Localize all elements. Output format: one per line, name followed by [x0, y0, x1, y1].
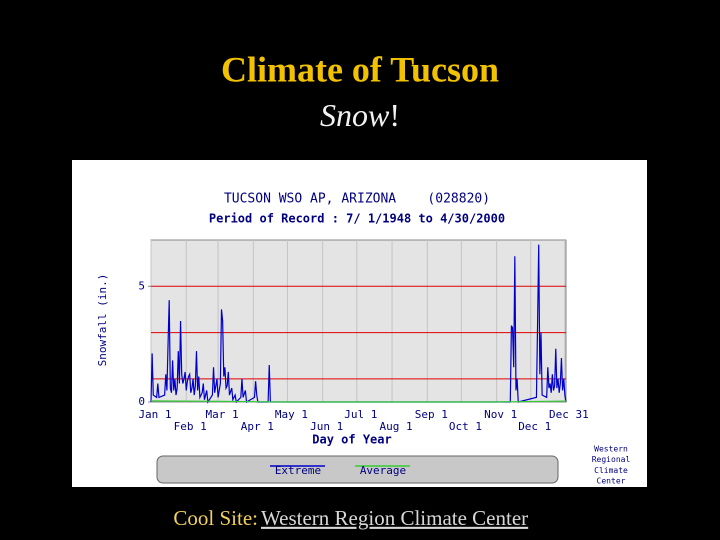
legend-label: Extreme [275, 464, 321, 477]
subtitle-rest: ! [389, 97, 400, 133]
x-tick-label: Oct 1 [449, 420, 482, 433]
y-axis-label: Snowfall (in.) [96, 274, 109, 367]
slide-subtitle: Snow! [320, 97, 400, 133]
x-tick-label: May 1 [275, 408, 308, 421]
chart-title: TUCSON WSO AP, ARIZONA (028820) [224, 192, 490, 207]
chart-subtitle: Period of Record : 7/ 1/1948 to 4/30/200… [209, 212, 505, 226]
credit-text: Western [594, 445, 628, 454]
footer-label: Cool Site: [173, 506, 258, 530]
slide-title: Climate of Tucson [221, 49, 499, 89]
x-tick-label: Nov 1 [484, 408, 517, 421]
legend-label: Average [360, 464, 406, 477]
legend-box [156, 455, 559, 484]
x-tick-label: Mar 1 [206, 408, 239, 421]
x-tick-label: Jul 1 [344, 408, 377, 421]
x-axis-label: Day of Year [312, 433, 391, 447]
x-tick-label: Apr 1 [241, 420, 274, 433]
subtitle-emphasis: Snow [320, 97, 390, 133]
x-tick-label: Feb 1 [174, 420, 207, 433]
series-line [150, 400, 567, 403]
x-tick-label: Aug 1 [379, 420, 412, 433]
y-tick-label: 5 [138, 279, 145, 292]
x-tick-label: Sep 1 [415, 408, 448, 421]
series-line [150, 244, 567, 404]
y-tick-label: 0 [138, 395, 145, 408]
x-tick-label: Jan 1 [138, 408, 171, 421]
x-tick-label: Jun 1 [310, 420, 343, 433]
x-tick-label: Dec 1 [518, 420, 551, 433]
footer-link[interactable]: Western Region Climate Center [261, 506, 528, 530]
credit-text: Climate [594, 466, 628, 475]
x-tick-label: Dec 31 [549, 408, 589, 421]
credit-text: Regional [592, 455, 631, 464]
credit-text: Center [597, 477, 626, 486]
